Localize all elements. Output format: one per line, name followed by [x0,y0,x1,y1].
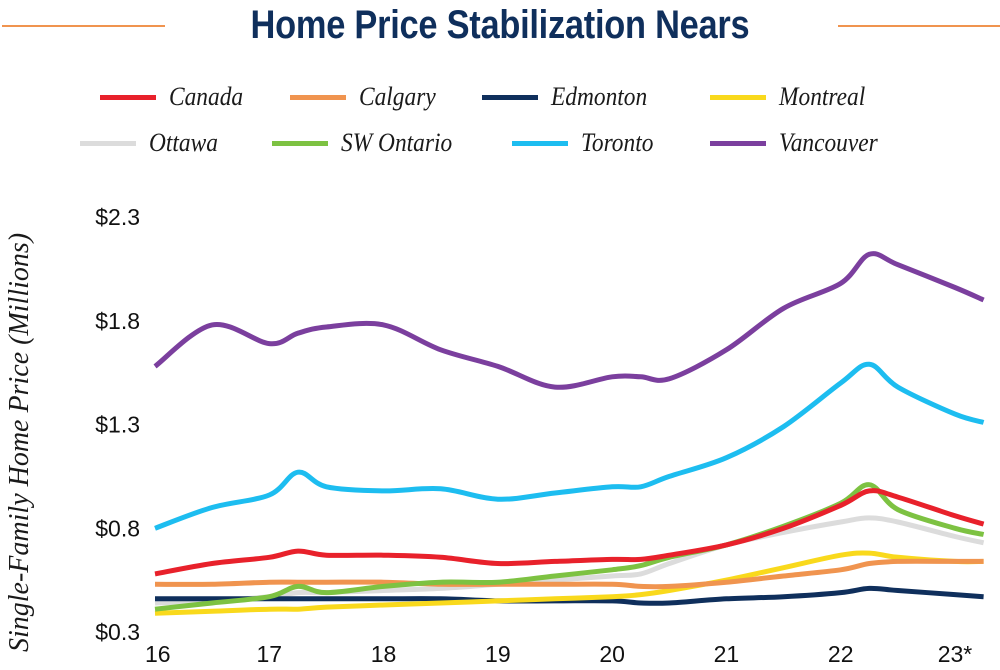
legend-swatch-toronto [512,140,568,146]
legend-item-toronto: Toronto [512,126,661,160]
legend-swatch-canada [100,94,156,100]
legend-label-sw-ontario: SW Ontario [341,128,453,157]
series-line-edmonton [154,585,984,606]
x-tick-label: 21 [714,641,740,667]
legend-item-edmonton: Edmonton [482,80,658,114]
series-line-calgary [154,558,984,590]
x-axis: 16 17 18 19 20 21 22 23* [145,641,972,667]
series-line-vancouver [153,251,985,390]
legend-swatch-calgary [290,94,346,100]
series-line-toronto [154,361,985,531]
legend-label-canada: Canada [169,82,244,111]
series-line-sw-ontario [154,482,985,612]
x-tick-label: 20 [599,641,625,667]
title-rule-right [838,25,1000,27]
legend-item-sw-ontario: SW Ontario [272,126,465,160]
y-axis: $2.3 $1.8 $1.3 $0.8 $0.3 [95,204,140,645]
legend-swatch-ottawa [80,140,136,146]
y-tick-label: $1.3 [95,412,140,438]
legend-label-toronto: Toronto [581,128,654,157]
legend-label-vancouver: Vancouver [779,128,878,157]
legend-swatch-vancouver [710,140,766,146]
series-line-canada [154,488,985,577]
x-tick-label: 16 [145,641,171,667]
legend-swatch-montreal [710,94,766,100]
legend-item-canada: Canada [100,80,251,114]
x-tick-label: 23* [938,641,973,667]
title-bar: Home Price Stabilization Nears [0,0,1000,62]
x-tick-label: 17 [256,641,282,667]
legend-item-ottawa: Ottawa [80,126,226,160]
x-tick-label: 19 [485,641,511,667]
legend-item-montreal: Montreal [710,80,875,114]
legend-swatch-edmonton [482,94,538,100]
legend-item-calgary: Calgary [290,80,444,114]
series-line-montreal [154,550,984,616]
legend-label-montreal: Montreal [779,82,866,111]
x-tick-label: 18 [371,641,397,667]
x-tick-label: 22 [828,641,854,667]
chart-title: Home Price Stabilization Nears [250,3,750,47]
legend-label-edmonton: Edmonton [551,82,648,111]
legend-item-vancouver: Vancouver [710,126,889,160]
series-lines [153,251,985,616]
legend-label-calgary: Calgary [359,82,436,111]
y-tick-label: $0.3 [95,619,140,645]
legend-label-ottawa: Ottawa [149,128,218,157]
series-line-ottawa [154,515,985,606]
y-tick-label: $0.8 [95,515,140,541]
y-tick-label: $2.3 [95,204,140,230]
legend-swatch-sw-ontario [272,140,328,146]
title-rule-left [2,25,165,27]
y-tick-label: $1.8 [95,308,140,334]
